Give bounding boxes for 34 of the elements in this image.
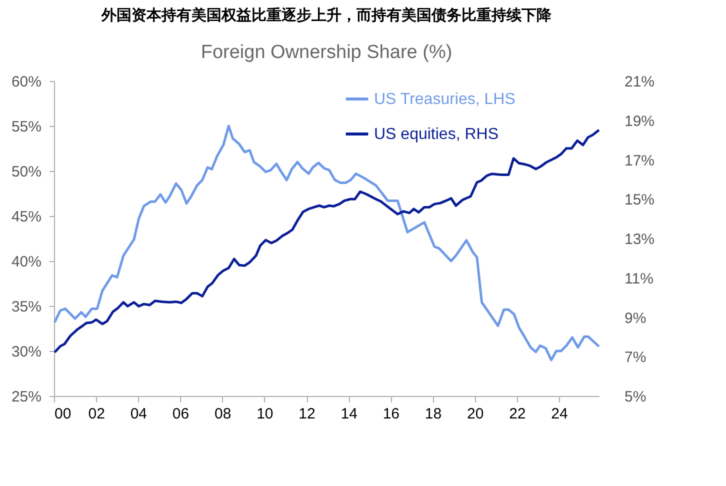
- chart-title: 外国资本持有美国权益比重逐步上升，而持有美国债务比重持续下降: [100, 6, 552, 24]
- x-tick-label: 16: [382, 406, 400, 422]
- x-tick-label: 20: [467, 406, 484, 422]
- x-tick-label: 08: [214, 406, 232, 422]
- y-tick-label: 40%: [11, 254, 42, 270]
- y2-tick-label: 19%: [624, 112, 655, 130]
- x-tick-label: 12: [298, 406, 316, 422]
- legend-label: US Treasuries, LHS: [374, 91, 516, 108]
- x-tick-label: 02: [88, 406, 105, 422]
- x-tick-label: 18: [424, 406, 442, 422]
- y-tick-label: 25%: [11, 388, 42, 406]
- x-tick-label: 06: [172, 406, 190, 422]
- y-tick-label: 45%: [11, 208, 42, 226]
- y2-tick-label: 15%: [624, 192, 655, 209]
- x-tick-label: 10: [256, 406, 274, 422]
- x-tick-label: 00: [54, 406, 72, 422]
- y2-tick-label: 17%: [624, 152, 655, 170]
- y2-tick-label: 21%: [624, 74, 655, 90]
- y2-tick-label: 5%: [624, 388, 646, 406]
- x-tick-label: 24: [551, 406, 568, 422]
- y-tick-label: 50%: [11, 164, 42, 180]
- chart-subtitle: Foreign Ownership Share (%): [200, 42, 452, 63]
- x-tick-label: 04: [130, 406, 148, 422]
- legend-label: US equities, RHS: [374, 126, 498, 143]
- y-tick-label: 35%: [11, 298, 42, 316]
- y-tick-label: 30%: [11, 344, 42, 360]
- y2-tick-label: 9%: [624, 310, 646, 327]
- y-tick-label: 55%: [11, 118, 42, 136]
- y-tick-label: 60%: [11, 74, 42, 90]
- x-tick-label: 22: [509, 406, 526, 422]
- y2-tick-label: 7%: [624, 349, 646, 366]
- y2-tick-label: 13%: [624, 231, 655, 248]
- y2-tick-label: 11%: [624, 270, 654, 288]
- x-tick-label: 14: [340, 406, 358, 422]
